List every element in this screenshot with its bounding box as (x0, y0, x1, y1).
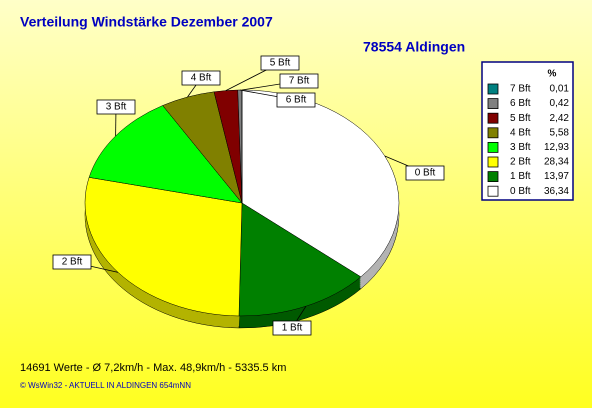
slice-label: 3 Bft (106, 102, 127, 113)
legend-swatch (487, 171, 499, 183)
slice-label: 6 Bft (286, 95, 307, 106)
slice-label: 1 Bft (282, 323, 303, 334)
legend-label: 5 Bft (510, 113, 531, 124)
label-box (52, 254, 92, 270)
chart-subtitle: 78554 Aldingen (363, 39, 465, 55)
legend-title: % (548, 69, 557, 80)
label-box (272, 320, 312, 336)
legend-value: 28,34 (544, 157, 569, 168)
label-box (276, 92, 316, 108)
label-box (96, 99, 136, 115)
legend-swatch (487, 127, 499, 139)
legend-label: 4 Bft (510, 127, 531, 138)
slice-label: 7 Bft (289, 76, 310, 87)
legend-swatch (487, 112, 499, 124)
legend-value: 5,58 (550, 127, 570, 138)
legend-value: 36,34 (544, 186, 569, 197)
legend-label: 0 Bft (510, 186, 531, 197)
label-box (405, 165, 445, 181)
slice (88, 105, 243, 204)
legend-label: 3 Bft (510, 142, 531, 153)
legend-swatch (487, 156, 499, 168)
slice-label: 0 Bft (415, 168, 436, 179)
label-box (181, 70, 221, 86)
legend-swatch (487, 98, 499, 109)
slice-label: 2 Bft (62, 257, 83, 268)
legend-value: 12,93 (544, 142, 569, 153)
footer-credit: © WsWin32 - AKTUELL IN ALDINGEN 654mNN (20, 381, 191, 390)
legend-value: 13,97 (544, 171, 569, 182)
slice (238, 202, 362, 317)
legend-value: 0,01 (550, 84, 570, 95)
slice (84, 177, 243, 317)
legend-label: 6 Bft (510, 98, 531, 109)
label-box (279, 73, 319, 89)
legend-swatch (487, 83, 499, 95)
legend-label: 7 Bft (510, 84, 531, 95)
label-box (260, 55, 300, 71)
slice-label: 4 Bft (191, 73, 212, 84)
legend-value: 2,42 (550, 113, 570, 124)
slice-label: 5 Bft (270, 58, 291, 69)
legend-label: 2 Bft (510, 157, 531, 168)
legend-value: 0,42 (550, 98, 570, 109)
footer-stats: 14691 Werte - Ø 7,2km/h - Max. 48,9km/h … (20, 362, 286, 374)
legend-label: 1 Bft (510, 171, 531, 182)
legend-swatch (487, 185, 499, 197)
legend-swatch (487, 141, 499, 153)
chart-title: Verteilung Windstärke Dezember 2007 (20, 14, 273, 30)
